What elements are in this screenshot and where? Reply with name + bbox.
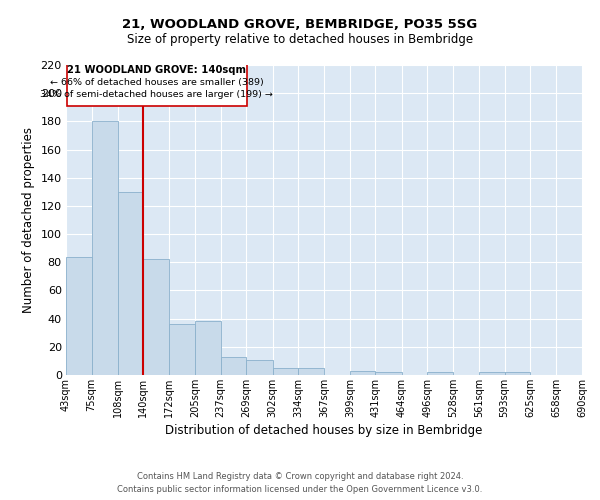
Bar <box>169 324 195 375</box>
Bar <box>66 256 92 375</box>
Bar <box>376 372 402 375</box>
Text: Size of property relative to detached houses in Bembridge: Size of property relative to detached ho… <box>127 32 473 46</box>
Bar <box>350 371 376 375</box>
Text: ← 66% of detached houses are smaller (389): ← 66% of detached houses are smaller (38… <box>50 78 264 86</box>
Text: 34% of semi-detached houses are larger (199) →: 34% of semi-detached houses are larger (… <box>40 90 274 100</box>
Bar <box>505 372 530 375</box>
Y-axis label: Number of detached properties: Number of detached properties <box>22 127 35 313</box>
Text: Contains HM Land Registry data © Crown copyright and database right 2024.: Contains HM Land Registry data © Crown c… <box>137 472 463 481</box>
Bar <box>479 372 505 375</box>
Bar <box>195 322 221 375</box>
Bar <box>118 192 143 375</box>
Bar <box>298 368 325 375</box>
X-axis label: Distribution of detached houses by size in Bembridge: Distribution of detached houses by size … <box>166 424 482 437</box>
Text: 21 WOODLAND GROVE: 140sqm: 21 WOODLAND GROVE: 140sqm <box>67 65 247 75</box>
Bar <box>272 368 298 375</box>
Bar <box>427 372 453 375</box>
Text: Contains public sector information licensed under the Open Government Licence v3: Contains public sector information licen… <box>118 485 482 494</box>
Bar <box>92 122 118 375</box>
Bar <box>221 356 246 375</box>
Text: 21, WOODLAND GROVE, BEMBRIDGE, PO35 5SG: 21, WOODLAND GROVE, BEMBRIDGE, PO35 5SG <box>122 18 478 30</box>
Bar <box>246 360 272 375</box>
Bar <box>143 260 169 375</box>
Bar <box>67 62 247 106</box>
